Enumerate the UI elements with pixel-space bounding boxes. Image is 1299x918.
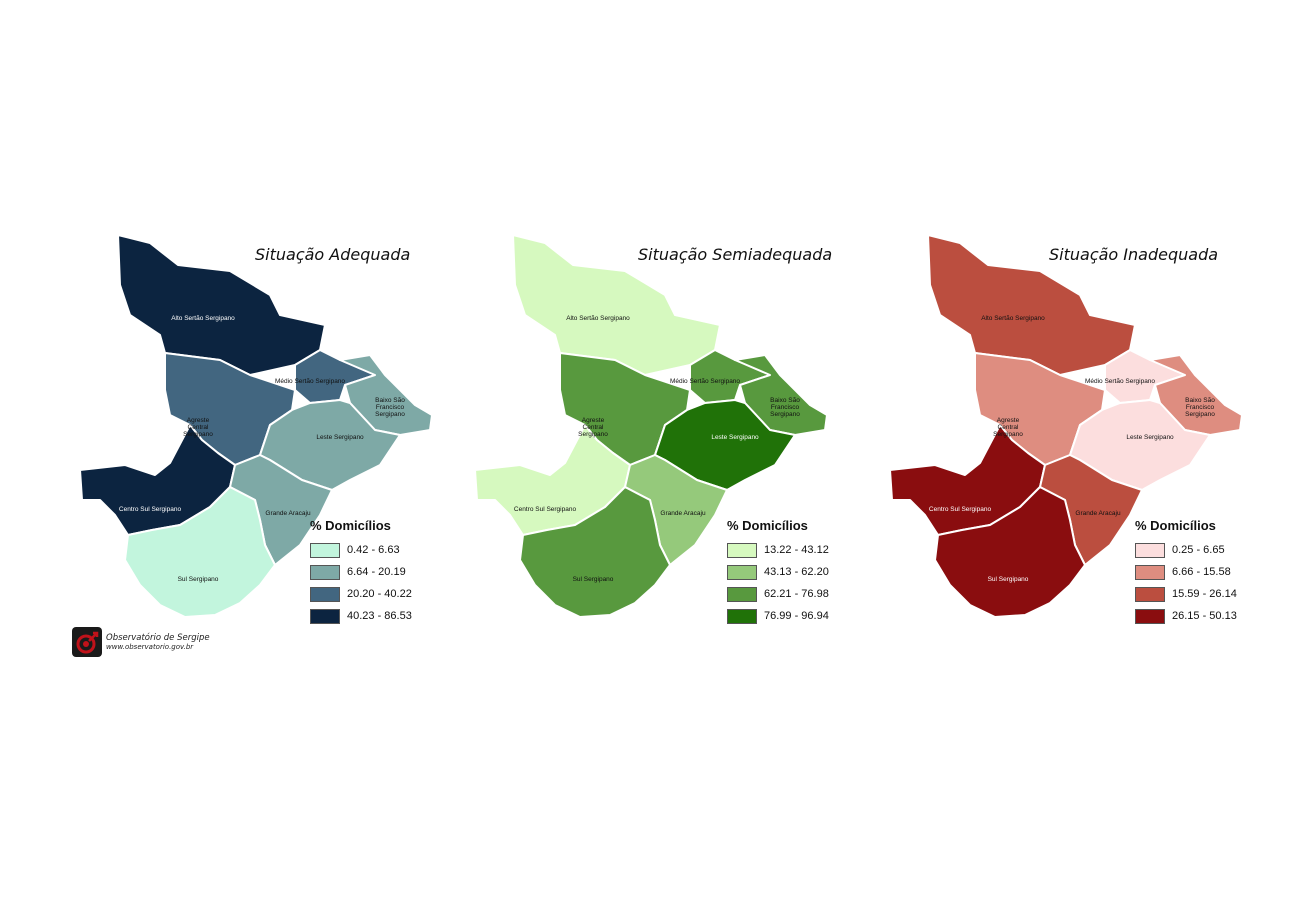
legend-label: 6.64 - 20.19: [347, 566, 406, 578]
region-label-centrosul: Centro Sul Sergipano: [929, 506, 992, 513]
map-title: Situação Semiadequada: [638, 245, 833, 264]
region-label-grande: Grande Aracaju: [1075, 510, 1121, 517]
legend-label: 43.13 - 62.20: [764, 566, 829, 578]
region-label-leste: Leste Sergipano: [711, 434, 759, 441]
legend-label: 40.23 - 86.53: [347, 610, 412, 622]
legend-row: 26.15 - 50.13: [1135, 605, 1237, 627]
region-baixo: [339, 354, 433, 436]
legend: % Domicílios 0.25 - 6.65 6.66 - 15.58 15…: [1135, 518, 1237, 627]
map-panel-inadequada: Alto Sertão Sergipano Médio Sertão Sergip…: [880, 225, 1299, 645]
region-label-sul: Sul Sergipano: [988, 576, 1029, 583]
legend-label: 0.42 - 6.63: [347, 544, 400, 556]
region-label-alto: Alto Sertão Sergipano: [171, 315, 235, 322]
region-label-agreste: Agreste Central Sergipano: [993, 417, 1023, 438]
region-baixo: [1149, 354, 1243, 436]
region-label-grande: Grande Aracaju: [265, 510, 311, 517]
legend-row: 15.59 - 26.14: [1135, 583, 1237, 605]
legend-swatch: [310, 542, 340, 558]
legend-title: % Domicílios: [1135, 518, 1216, 533]
choropleth-map: Alto Sertão Sergipano Médio Sertão Sergip…: [474, 234, 828, 618]
legend-row: 76.99 - 96.94: [727, 605, 829, 627]
legend-swatch: [1135, 542, 1165, 558]
legend-label: 13.22 - 43.12: [764, 544, 829, 556]
legend-title: % Domicílios: [310, 518, 391, 533]
choropleth-map: Alto Sertão Sergipano Médio Sertão Sergip…: [79, 234, 433, 618]
choropleth-map: Alto Sertão Sergipano Médio Sertão Sergip…: [889, 234, 1243, 618]
observatorio-logo: Observatório de Sergipe www.observatorio…: [72, 627, 210, 657]
region-label-agreste: Agreste Central Sergipano: [578, 417, 608, 438]
legend-row: 40.23 - 86.53: [310, 605, 412, 627]
region-sul: [934, 486, 1086, 618]
legend-swatch: [727, 586, 757, 602]
legend-label: 26.15 - 50.13: [1172, 610, 1237, 622]
region-label-leste: Leste Sergipano: [1126, 434, 1174, 441]
legend-row: 62.21 - 76.98: [727, 583, 829, 605]
logo-icon: [72, 627, 102, 657]
legend-row: 13.22 - 43.12: [727, 539, 829, 561]
region-label-leste: Leste Sergipano: [316, 434, 364, 441]
legend-row: 20.20 - 40.22: [310, 583, 412, 605]
region-label-sul: Sul Sergipano: [573, 576, 614, 583]
logo-url: www.observatorio.gov.br: [106, 643, 194, 651]
map-panel-semiadequada: Alto Sertão Sergipano Médio Sertão Sergip…: [465, 225, 885, 645]
legend-swatch: [1135, 608, 1165, 624]
map-panel-adequada: Alto Sertão Sergipano Médio Sertão Sergip…: [70, 225, 490, 645]
region-label-sul: Sul Sergipano: [178, 576, 219, 583]
legend-row: 6.66 - 15.58: [1135, 561, 1237, 583]
legend-row: 6.64 - 20.19: [310, 561, 412, 583]
legend-label: 0.25 - 6.65: [1172, 544, 1225, 556]
legend-title: % Domicílios: [727, 518, 808, 533]
legend-swatch: [310, 608, 340, 624]
region-baixo: [734, 354, 828, 436]
legend-swatch: [310, 586, 340, 602]
legend-swatch: [727, 608, 757, 624]
region-label-medio: Médio Sertão Sergipano: [670, 378, 740, 385]
region-sul: [519, 486, 671, 618]
legend-label: 15.59 - 26.14: [1172, 588, 1237, 600]
legend-label: 6.66 - 15.58: [1172, 566, 1231, 578]
legend-row: 0.25 - 6.65: [1135, 539, 1237, 561]
region-label-baixo: Baixo São Francisco Sergipano: [770, 397, 800, 418]
region-label-grande: Grande Aracaju: [660, 510, 706, 517]
region-label-centrosul: Centro Sul Sergipano: [119, 506, 182, 513]
region-sul: [124, 486, 276, 618]
map-title: Situação Adequada: [255, 245, 411, 264]
legend-swatch: [727, 564, 757, 580]
legend: % Domicílios 0.42 - 6.63 6.64 - 20.19 20…: [310, 518, 412, 627]
legend-swatch: [310, 564, 340, 580]
map-title: Situação Inadequada: [1049, 245, 1219, 264]
region-label-alto: Alto Sertão Sergipano: [566, 315, 630, 322]
logo-text: Observatório de Sergipe www.observatorio…: [106, 633, 210, 651]
region-label-medio: Médio Sertão Sergipano: [275, 378, 345, 385]
region-label-baixo: Baixo São Francisco Sergipano: [1185, 397, 1215, 418]
legend-row: 0.42 - 6.63: [310, 539, 412, 561]
legend-label: 62.21 - 76.98: [764, 588, 829, 600]
legend-label: 20.20 - 40.22: [347, 588, 412, 600]
legend: % Domicílios 13.22 - 43.12 43.13 - 62.20…: [727, 518, 829, 627]
logo-name: Observatório de Sergipe: [106, 633, 210, 643]
region-label-baixo: Baixo São Francisco Sergipano: [375, 397, 405, 418]
legend-swatch: [1135, 564, 1165, 580]
region-label-alto: Alto Sertão Sergipano: [981, 315, 1045, 322]
legend-label: 76.99 - 96.94: [764, 610, 829, 622]
region-label-agreste: Agreste Central Sergipano: [183, 417, 213, 438]
region-label-medio: Médio Sertão Sergipano: [1085, 378, 1155, 385]
legend-swatch: [727, 542, 757, 558]
region-label-centrosul: Centro Sul Sergipano: [514, 506, 577, 513]
legend-row: 43.13 - 62.20: [727, 561, 829, 583]
legend-swatch: [1135, 586, 1165, 602]
